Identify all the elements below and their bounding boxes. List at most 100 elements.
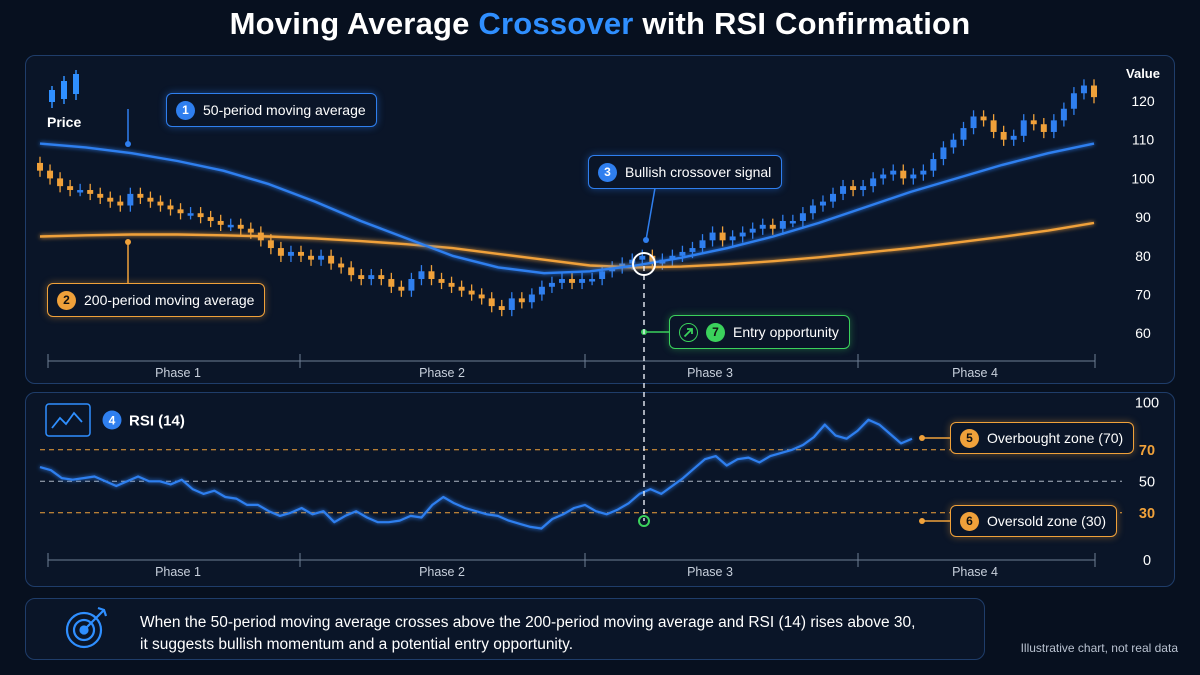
candle-body xyxy=(197,213,204,218)
rsi-y-tick-label: 30 xyxy=(1139,506,1155,522)
candle-body xyxy=(619,263,626,268)
candle-body xyxy=(558,279,565,283)
rsi-y-tick-label: 70 xyxy=(1139,443,1155,459)
rsi-y-tick-label: 100 xyxy=(1135,396,1159,412)
rsi-y-tick-label: 50 xyxy=(1139,474,1155,490)
candle-body xyxy=(970,116,977,129)
price-phase-phase-label: Phase 2 xyxy=(419,366,465,380)
candle-body xyxy=(789,220,796,224)
candle-body xyxy=(980,116,987,121)
candle-body xyxy=(237,224,244,229)
candle-body xyxy=(328,255,335,264)
candle-body xyxy=(117,201,124,206)
candle-body xyxy=(97,193,104,198)
candle-body xyxy=(809,205,816,214)
candle-body xyxy=(739,232,746,237)
candle-body xyxy=(960,128,967,140)
price-y-tick-label: 100 xyxy=(1131,170,1155,186)
price-y-tick-label: 60 xyxy=(1135,325,1151,341)
oversold-callout: 6 Oversold zone (30) xyxy=(950,505,1118,537)
crossover-marker xyxy=(632,252,656,276)
candle-body xyxy=(1070,93,1077,109)
candle-body xyxy=(538,286,545,295)
candle-body xyxy=(157,201,164,206)
price-y-tick-label: 80 xyxy=(1135,248,1151,264)
candle-body xyxy=(418,271,425,280)
y-axis-title: Value xyxy=(1126,66,1160,81)
rsi-phase-phase-label: Phase 3 xyxy=(687,565,733,579)
candle-body xyxy=(749,228,756,233)
ma200-number: 2 xyxy=(57,290,76,310)
candle-body xyxy=(1080,85,1087,94)
candle-body xyxy=(799,213,806,221)
target-icon xyxy=(65,606,108,649)
candle-body xyxy=(177,209,184,214)
candle-body xyxy=(378,275,385,280)
oversold-leader-dot xyxy=(919,518,925,524)
candle-body xyxy=(920,170,927,175)
candle-body xyxy=(699,240,706,249)
candle-body xyxy=(1040,124,1047,132)
rsi-y-tick-label: 0 xyxy=(1143,553,1151,569)
candle-body xyxy=(1091,85,1097,98)
crossover-callout-label: Bullish crossover signal xyxy=(625,164,772,180)
candle-body xyxy=(388,279,395,287)
candle-body xyxy=(488,298,495,307)
candlestick-icon xyxy=(49,70,79,108)
candle-body xyxy=(207,217,214,221)
candle-body xyxy=(267,240,274,249)
candle-body xyxy=(779,220,786,229)
candle-body xyxy=(1060,108,1067,121)
candle-body xyxy=(438,279,445,283)
candle-body xyxy=(217,220,224,225)
candle-body xyxy=(518,298,525,303)
candle-body xyxy=(819,201,826,206)
candle-body xyxy=(67,186,74,191)
ma50-callout-label: 50-period moving average xyxy=(203,102,366,118)
candle-body xyxy=(87,190,94,194)
candle-body xyxy=(187,213,194,216)
rsi-label: RSI (14) xyxy=(129,413,185,430)
candle-body xyxy=(679,251,686,256)
arrow-up-right-icon xyxy=(679,322,698,342)
candle-body xyxy=(649,255,656,264)
candle-body xyxy=(599,271,606,280)
candle-body xyxy=(669,255,676,260)
explanation-line-2: it suggests bullish momentum and a poten… xyxy=(140,636,574,653)
candle-body xyxy=(478,294,485,299)
price-y-tick-label: 70 xyxy=(1135,287,1151,303)
price-y-tick-label: 120 xyxy=(1131,93,1155,109)
overbought-number: 5 xyxy=(960,428,979,448)
explanation-line-1: When the 50-period moving average crosse… xyxy=(140,614,916,631)
overbought-callout: 5 Overbought zone (70) xyxy=(950,422,1135,454)
entry-callout-label: Entry opportunity xyxy=(733,324,839,340)
ma50-number: 1 xyxy=(176,100,195,120)
candle-body xyxy=(719,232,726,241)
explanation-panel xyxy=(25,598,985,660)
rsi-entry-marker xyxy=(638,515,650,527)
rsi-phase-phase-label: Phase 1 xyxy=(155,565,201,579)
explanation-text: When the 50-period moving average crosse… xyxy=(140,612,915,656)
entry-number: 7 xyxy=(706,322,725,342)
candle-body xyxy=(368,275,375,280)
overbought-callout-label: Overbought zone (70) xyxy=(987,430,1124,446)
rsi-phase-phase-label: Phase 2 xyxy=(419,565,465,579)
candle-body xyxy=(850,186,857,191)
candle-body xyxy=(358,275,365,280)
candle-body xyxy=(508,298,515,310)
candle-body xyxy=(548,282,555,287)
price-y-tick-label: 110 xyxy=(1132,132,1155,148)
disclaimer: Illustrative chart, not real data xyxy=(1020,641,1178,655)
candle-body xyxy=(589,279,596,282)
price-y-tick-label: 90 xyxy=(1135,209,1151,225)
candle-body xyxy=(47,170,54,179)
candle-body xyxy=(830,193,837,202)
candle-body xyxy=(840,186,847,194)
candle-body xyxy=(107,197,114,202)
candle-body xyxy=(940,147,947,160)
candle-body xyxy=(1000,131,1007,140)
rsi-line xyxy=(39,418,913,530)
candle-body xyxy=(689,248,696,252)
candle-body xyxy=(127,193,134,206)
candle-body xyxy=(147,197,154,202)
